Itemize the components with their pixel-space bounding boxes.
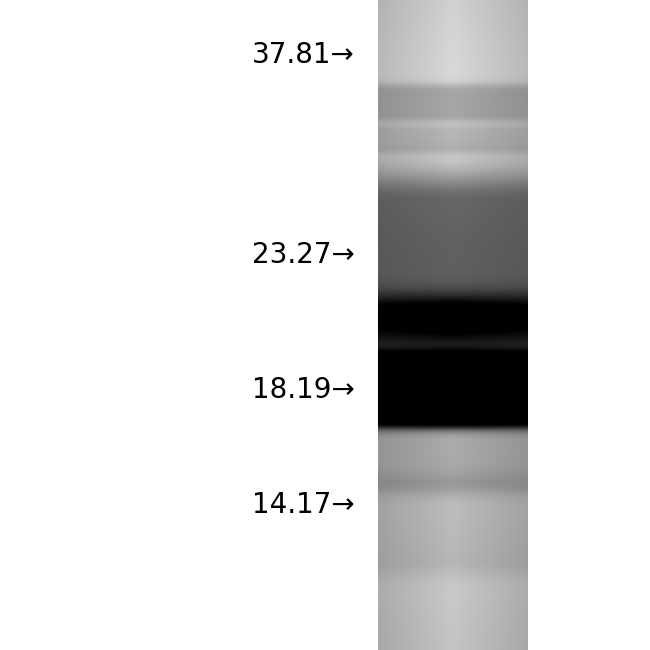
Text: 14.17→: 14.17→	[252, 491, 355, 519]
Text: 18.19→: 18.19→	[252, 376, 355, 404]
Text: 37.81→: 37.81→	[252, 41, 355, 69]
Text: 23.27→: 23.27→	[252, 241, 355, 269]
